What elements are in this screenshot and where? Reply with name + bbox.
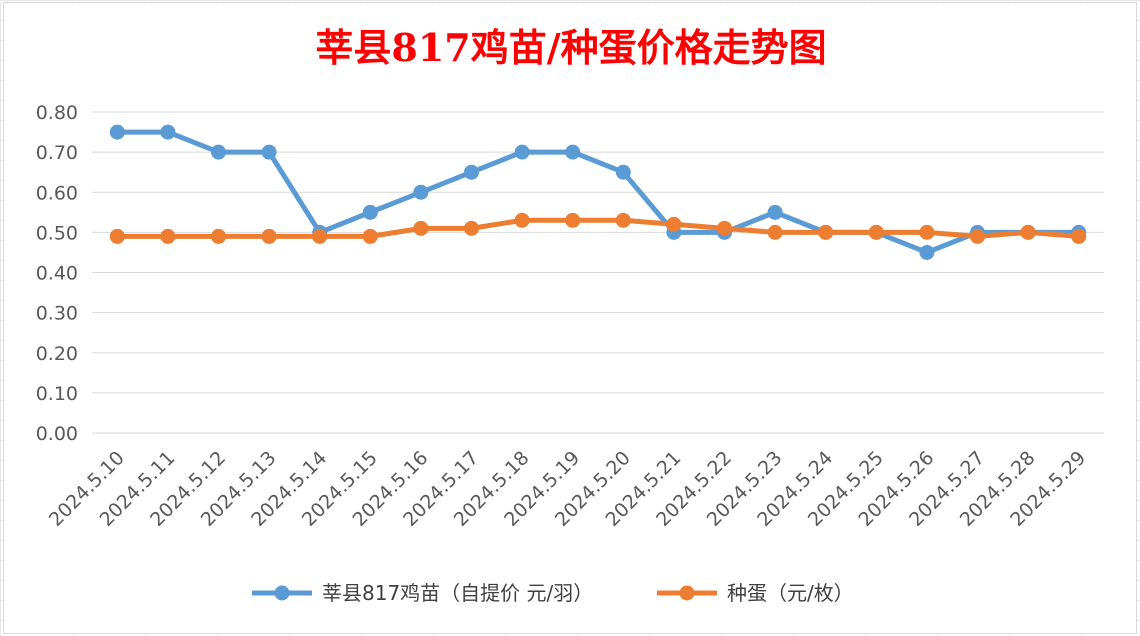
legend-label: 莘县817鸡苗（自提价 元/羽） bbox=[322, 581, 593, 605]
y-tick-label: 0.70 bbox=[36, 142, 78, 164]
data-point bbox=[615, 212, 631, 228]
line-chart: 莘县817鸡苗/种蛋价格走势图 0.80 0.70 0.60 0.50 0.40 0.30… bbox=[36, 25, 1104, 605]
legend: 莘县817鸡苗（自提价 元/羽） 种蛋（元/枚） bbox=[252, 581, 854, 605]
legend-marker bbox=[274, 585, 290, 601]
data-point bbox=[312, 228, 328, 244]
data-point bbox=[565, 212, 581, 228]
series-2 bbox=[109, 212, 1087, 244]
y-tick-label: 0.50 bbox=[36, 222, 78, 244]
series-line bbox=[114, 129, 1082, 255]
data-point bbox=[160, 228, 176, 244]
data-point bbox=[615, 164, 631, 180]
data-point bbox=[211, 144, 226, 160]
series-line bbox=[114, 217, 1082, 239]
data-point bbox=[413, 184, 429, 200]
data-point bbox=[767, 204, 783, 220]
series-lines bbox=[109, 124, 1087, 260]
data-point bbox=[413, 220, 429, 236]
y-tick-label: 0.40 bbox=[36, 263, 78, 285]
legend-item: 莘县817鸡苗（自提价 元/羽） bbox=[252, 581, 593, 605]
data-point bbox=[362, 204, 378, 220]
data-point bbox=[919, 224, 935, 240]
data-point bbox=[514, 144, 530, 160]
data-point bbox=[160, 124, 176, 140]
data-point bbox=[109, 124, 125, 140]
data-point bbox=[1071, 228, 1087, 244]
data-point bbox=[970, 228, 985, 244]
data-point bbox=[919, 244, 935, 260]
legend-label: 种蛋（元/枚） bbox=[727, 581, 854, 605]
data-point bbox=[1020, 224, 1036, 240]
data-point bbox=[464, 164, 479, 180]
data-point bbox=[514, 212, 530, 228]
legend-item: 种蛋（元/枚） bbox=[657, 581, 854, 605]
chart-title: 莘县817鸡苗/种蛋价格走势图 bbox=[315, 25, 826, 70]
y-tick-label: 0.30 bbox=[36, 303, 78, 325]
data-point bbox=[868, 224, 884, 240]
y-tick-label: 0.10 bbox=[36, 383, 78, 405]
y-tick-label: 0.00 bbox=[36, 423, 78, 445]
y-tick-label: 0.20 bbox=[36, 343, 78, 365]
y-tick-label: 0.80 bbox=[36, 102, 78, 124]
data-point bbox=[717, 220, 732, 236]
data-point bbox=[109, 228, 125, 244]
data-point bbox=[464, 220, 479, 236]
chart-frame: 莘县817鸡苗/种蛋价格走势图 0.80 0.70 0.60 0.50 0.40 0.30… bbox=[3, 2, 1137, 634]
y-tick-label: 0.60 bbox=[36, 182, 78, 204]
data-point bbox=[818, 224, 834, 240]
data-point bbox=[261, 144, 277, 160]
data-point bbox=[261, 228, 277, 244]
legend-marker bbox=[679, 585, 695, 601]
data-point bbox=[362, 228, 378, 244]
data-point bbox=[767, 224, 783, 240]
data-point bbox=[211, 228, 226, 244]
axes: 0.800.700.600.500.400.300.200.100.002024… bbox=[36, 102, 1091, 531]
data-point bbox=[565, 144, 581, 160]
data-point bbox=[666, 216, 682, 232]
